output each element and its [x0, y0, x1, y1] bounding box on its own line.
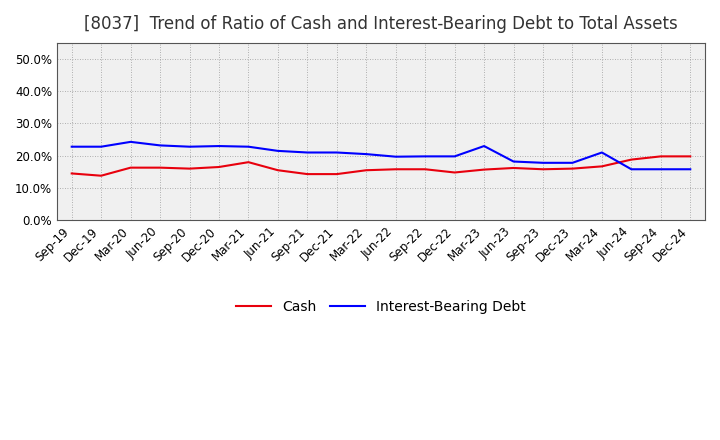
Interest-Bearing Debt — [126, 139, 135, 144]
Cash — [539, 167, 547, 172]
Interest-Bearing Debt — [480, 143, 488, 149]
Cash — [185, 166, 194, 171]
Cash — [274, 168, 282, 173]
Cash — [97, 173, 106, 178]
Cash — [126, 165, 135, 170]
Cash — [156, 165, 164, 170]
Interest-Bearing Debt — [303, 150, 312, 155]
Legend: Cash, Interest-Bearing Debt: Cash, Interest-Bearing Debt — [230, 294, 531, 319]
Interest-Bearing Debt — [274, 148, 282, 154]
Interest-Bearing Debt — [333, 150, 341, 155]
Cash — [568, 166, 577, 171]
Cash — [333, 172, 341, 177]
Cash — [303, 172, 312, 177]
Interest-Bearing Debt — [68, 144, 76, 149]
Cash — [421, 167, 430, 172]
Cash — [686, 154, 695, 159]
Interest-Bearing Debt — [185, 144, 194, 149]
Interest-Bearing Debt — [539, 160, 547, 165]
Cash — [392, 167, 400, 172]
Interest-Bearing Debt — [598, 150, 606, 155]
Interest-Bearing Debt — [97, 144, 106, 149]
Cash — [362, 168, 371, 173]
Cash — [68, 171, 76, 176]
Line: Cash: Cash — [72, 156, 690, 176]
Cash — [215, 165, 223, 170]
Interest-Bearing Debt — [568, 160, 577, 165]
Cash — [509, 165, 518, 171]
Cash — [598, 164, 606, 169]
Interest-Bearing Debt — [450, 154, 459, 159]
Line: Interest-Bearing Debt: Interest-Bearing Debt — [72, 142, 690, 169]
Interest-Bearing Debt — [156, 143, 164, 148]
Interest-Bearing Debt — [421, 154, 430, 159]
Interest-Bearing Debt — [657, 167, 665, 172]
Title: [8037]  Trend of Ratio of Cash and Interest-Bearing Debt to Total Assets: [8037] Trend of Ratio of Cash and Intere… — [84, 15, 678, 33]
Interest-Bearing Debt — [215, 143, 223, 149]
Cash — [480, 167, 488, 172]
Interest-Bearing Debt — [244, 144, 253, 149]
Interest-Bearing Debt — [362, 151, 371, 157]
Cash — [627, 157, 636, 162]
Cash — [657, 154, 665, 159]
Interest-Bearing Debt — [686, 167, 695, 172]
Interest-Bearing Debt — [509, 159, 518, 164]
Cash — [244, 160, 253, 165]
Interest-Bearing Debt — [627, 167, 636, 172]
Interest-Bearing Debt — [392, 154, 400, 159]
Cash — [450, 170, 459, 175]
